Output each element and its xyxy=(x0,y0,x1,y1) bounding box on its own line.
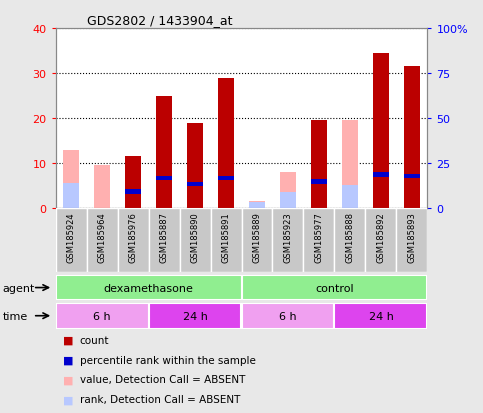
Bar xyxy=(149,303,242,329)
Text: 6 h: 6 h xyxy=(93,311,111,321)
Bar xyxy=(404,67,420,209)
Bar xyxy=(311,180,327,184)
Bar xyxy=(125,157,141,209)
Bar xyxy=(63,183,79,209)
Text: GSM185890: GSM185890 xyxy=(190,212,199,262)
Bar xyxy=(311,121,327,209)
Text: percentile rank within the sample: percentile rank within the sample xyxy=(80,355,256,365)
Bar xyxy=(280,192,296,209)
Bar xyxy=(187,123,203,209)
Bar xyxy=(156,176,172,181)
Bar xyxy=(404,174,420,179)
Text: GSM185977: GSM185977 xyxy=(314,212,324,263)
Text: control: control xyxy=(315,283,354,293)
Bar xyxy=(280,173,296,209)
Bar xyxy=(56,275,242,301)
Bar xyxy=(86,209,117,273)
Text: agent: agent xyxy=(2,283,35,293)
Bar xyxy=(56,303,149,329)
Bar xyxy=(117,209,149,273)
Bar xyxy=(366,209,397,273)
Bar xyxy=(211,209,242,273)
Bar xyxy=(303,209,334,273)
Bar xyxy=(334,303,427,329)
Text: rank, Detection Call = ABSENT: rank, Detection Call = ABSENT xyxy=(80,394,240,404)
Text: ■: ■ xyxy=(63,375,73,385)
Text: ■: ■ xyxy=(63,394,73,404)
Text: GSM185893: GSM185893 xyxy=(408,212,416,263)
Text: GDS2802 / 1433904_at: GDS2802 / 1433904_at xyxy=(87,14,232,27)
Text: count: count xyxy=(80,335,109,345)
Bar xyxy=(156,96,172,209)
Text: GSM185887: GSM185887 xyxy=(159,212,169,263)
Bar xyxy=(249,202,265,209)
Text: GSM185891: GSM185891 xyxy=(222,212,230,262)
Text: time: time xyxy=(2,311,28,321)
Bar xyxy=(218,176,234,181)
Bar xyxy=(272,209,303,273)
Bar xyxy=(242,303,334,329)
Bar xyxy=(218,78,234,209)
Bar xyxy=(187,183,203,187)
Text: 6 h: 6 h xyxy=(279,311,297,321)
Text: 24 h: 24 h xyxy=(183,311,208,321)
Bar xyxy=(397,209,427,273)
Bar xyxy=(149,209,180,273)
Text: dexamethasone: dexamethasone xyxy=(103,283,194,293)
Text: GSM185889: GSM185889 xyxy=(253,212,261,263)
Text: GSM185892: GSM185892 xyxy=(376,212,385,262)
Bar xyxy=(56,209,86,273)
Bar xyxy=(180,209,211,273)
Text: GSM185923: GSM185923 xyxy=(284,212,293,262)
Text: ■: ■ xyxy=(63,355,73,365)
Bar xyxy=(373,173,389,177)
Bar xyxy=(342,185,358,209)
Text: GSM185976: GSM185976 xyxy=(128,212,138,263)
Bar xyxy=(242,209,272,273)
Bar xyxy=(94,166,110,209)
Text: GSM185924: GSM185924 xyxy=(67,212,75,262)
Bar xyxy=(373,54,389,209)
Text: GSM185888: GSM185888 xyxy=(345,212,355,263)
Bar xyxy=(125,190,141,194)
Bar xyxy=(249,202,265,209)
Bar xyxy=(242,275,427,301)
Text: GSM185964: GSM185964 xyxy=(98,212,107,262)
Text: ■: ■ xyxy=(63,335,73,345)
Bar xyxy=(342,121,358,209)
Bar xyxy=(334,209,366,273)
Text: value, Detection Call = ABSENT: value, Detection Call = ABSENT xyxy=(80,375,245,385)
Bar xyxy=(63,150,79,209)
Text: 24 h: 24 h xyxy=(369,311,394,321)
